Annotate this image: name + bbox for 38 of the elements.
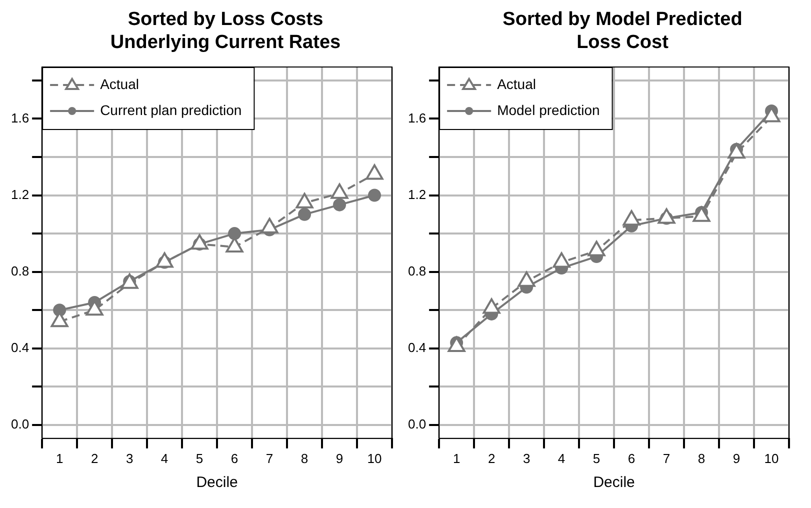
x-tick-label: 4 [160, 450, 168, 466]
x-tick-label: 2 [488, 450, 496, 466]
x-axis-title: Decile [593, 474, 635, 492]
x-tick-label: 8 [300, 450, 308, 466]
x-tick-label: 7 [266, 450, 274, 466]
y-tick-label: 0.4 [408, 340, 426, 355]
x-tick-label: 5 [592, 450, 600, 466]
x-axis-title: Decile [196, 474, 238, 492]
chart-title: Sorted by Loss Costs Underlying Current Rates [109, 8, 342, 55]
y-tick-label: 0.0 [408, 416, 426, 432]
chart-title: Sorted by Model Predicted Loss Cost [502, 8, 744, 55]
x-tick-label: 4 [558, 450, 566, 466]
x-tick-label: 1 [56, 450, 64, 466]
x-tick-label: 6 [230, 450, 238, 466]
x-tick-label: 10 [764, 450, 779, 466]
x-tick-label: 9 [732, 450, 740, 466]
x-tick-label: 9 [336, 450, 344, 466]
y-tick-label: 1.6 [10, 110, 30, 126]
x-tick-label: 3 [126, 450, 134, 466]
x-tick-label: 2 [90, 450, 98, 466]
y-tick-label: 1.6 [408, 110, 426, 126]
legend-label: Current plan prediction [100, 102, 242, 118]
x-tick-label: 3 [522, 450, 530, 466]
x-tick-label: 6 [628, 450, 636, 466]
legend-label: Model prediction [497, 102, 600, 118]
legend-label: Actual [497, 76, 536, 92]
y-tick-label: 0.8 [10, 263, 30, 278]
y-tick-label: 0.0 [10, 416, 30, 432]
y-tick-label: 1.2 [10, 186, 30, 202]
x-tick-label: 7 [662, 450, 670, 466]
x-tick-label: 1 [452, 450, 460, 466]
x-tick-label: 8 [698, 450, 706, 466]
y-tick-label: 0.8 [408, 263, 426, 278]
x-tick-label: 5 [196, 450, 204, 466]
legend-label: Actual [100, 76, 139, 92]
y-tick-label: 1.2 [408, 186, 426, 202]
x-tick-label: 10 [367, 450, 382, 466]
y-tick-label: 0.4 [10, 340, 30, 355]
